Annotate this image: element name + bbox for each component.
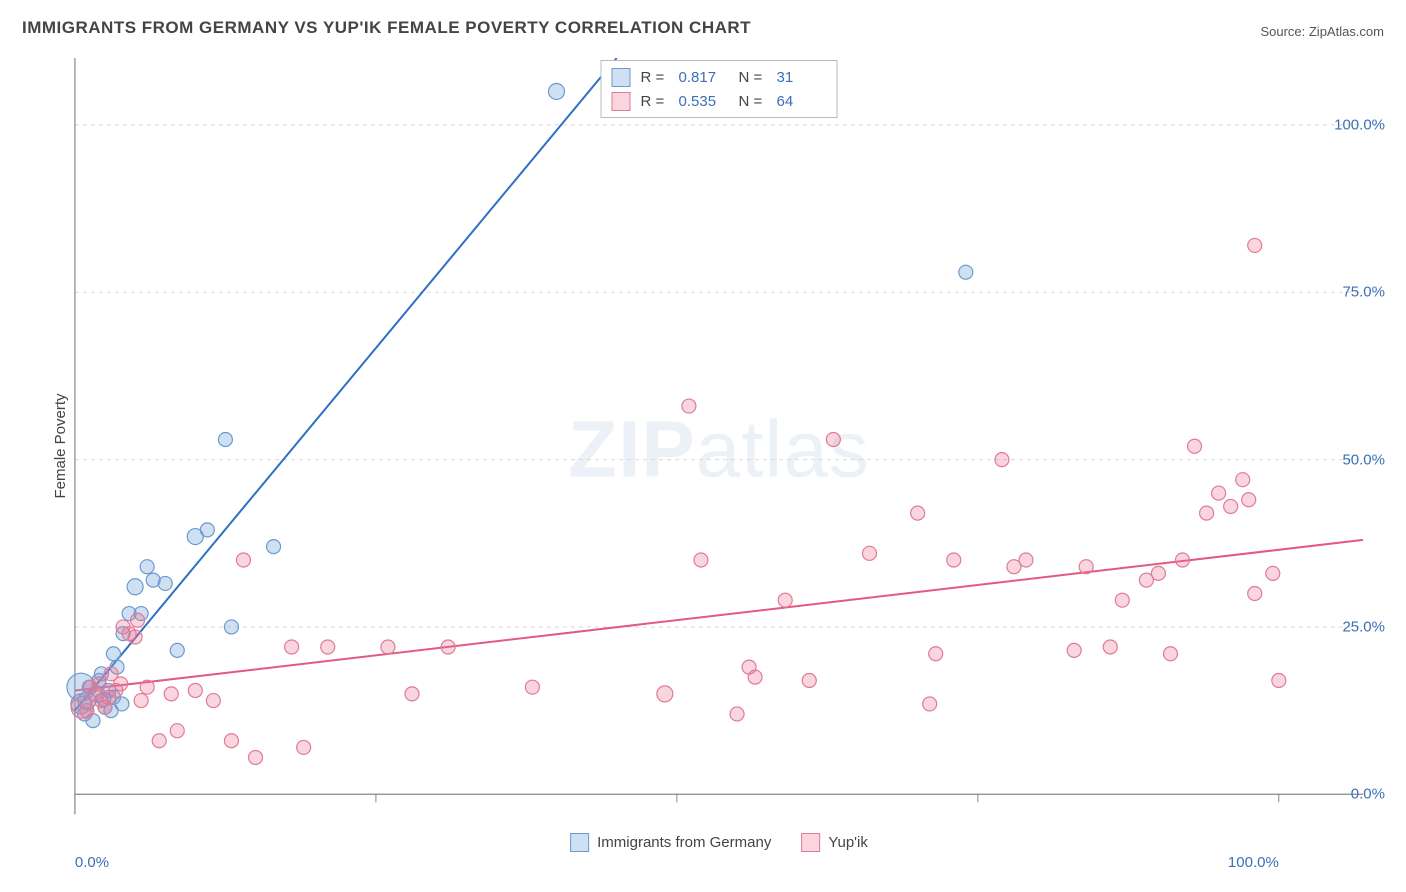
source-prefix: Source: <box>1260 24 1308 39</box>
y-tick-label: 50.0% <box>1342 451 1385 468</box>
n-label: N = <box>739 69 767 86</box>
legend-row-blue: R = 0.817 N = 31 <box>612 65 827 89</box>
source-name: ZipAtlas.com <box>1309 24 1384 39</box>
source-attribution: Source: ZipAtlas.com <box>1260 24 1384 39</box>
legend-swatch-blue <box>612 68 631 87</box>
legend-swatch-blue <box>570 833 589 852</box>
y-tick-label: 25.0% <box>1342 618 1385 635</box>
legend-swatch-pink <box>612 92 631 111</box>
n-value-blue: 31 <box>777 69 827 86</box>
r-value-blue: 0.817 <box>679 69 729 86</box>
x-tick-label: 100.0% <box>1228 854 1279 871</box>
chart-title: IMMIGRANTS FROM GERMANY VS YUP'IK FEMALE… <box>22 18 751 38</box>
r-value-pink: 0.535 <box>679 93 729 110</box>
x-tick-label: 0.0% <box>75 854 109 871</box>
correlation-legend: R = 0.817 N = 31 R = 0.535 N = 64 <box>601 60 838 118</box>
r-label: R = <box>641 69 669 86</box>
scatter-chart-svg <box>55 58 1383 850</box>
legend-item-blue: Immigrants from Germany <box>570 833 771 852</box>
legend-row-pink: R = 0.535 N = 64 <box>612 89 827 113</box>
legend-label-pink: Yup'ik <box>828 834 868 851</box>
n-label: N = <box>739 93 767 110</box>
y-tick-label: 75.0% <box>1342 284 1385 301</box>
legend-item-pink: Yup'ik <box>801 833 868 852</box>
y-tick-label: 100.0% <box>1334 116 1385 133</box>
legend-label-blue: Immigrants from Germany <box>597 834 771 851</box>
chart-plot-area: ZIPatlas R = 0.817 N = 31 R = 0.535 N = … <box>55 58 1383 850</box>
n-value-pink: 64 <box>777 93 827 110</box>
r-label: R = <box>641 93 669 110</box>
series-legend: Immigrants from Germany Yup'ik <box>570 833 868 852</box>
legend-swatch-pink <box>801 833 820 852</box>
y-tick-label: 0.0% <box>1351 786 1385 803</box>
